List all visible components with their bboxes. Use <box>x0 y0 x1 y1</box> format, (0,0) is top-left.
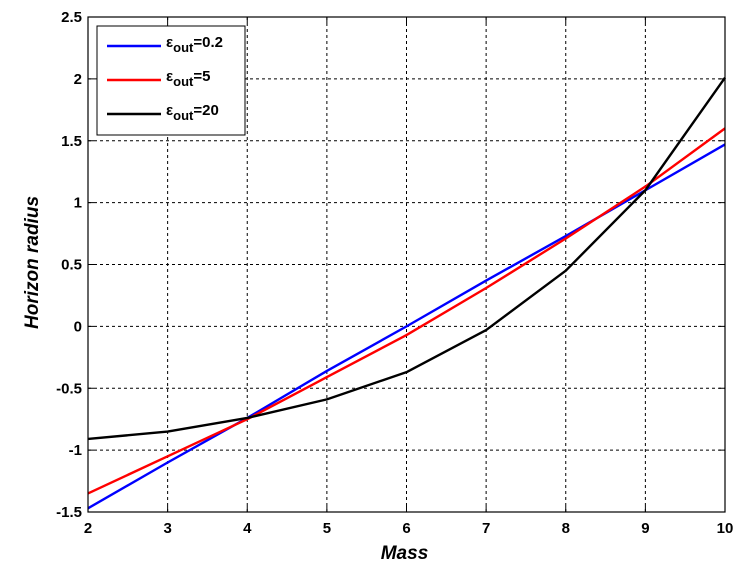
y-tick-label: -1.5 <box>56 504 82 521</box>
x-tick-label: 2 <box>84 520 92 537</box>
y-tick-label: 1.5 <box>61 133 82 150</box>
y-axis-label: Horizon radius <box>22 196 43 329</box>
y-tick-label: -0.5 <box>56 380 82 397</box>
x-axis-label: Mass <box>381 543 429 564</box>
y-tick-label: 2.5 <box>61 9 82 26</box>
y-tick-label: 0.5 <box>61 257 82 274</box>
x-tick-label: 8 <box>562 520 570 537</box>
x-tick-label: 9 <box>641 520 649 537</box>
x-tick-label: 5 <box>323 520 331 537</box>
x-tick-label: 4 <box>243 520 252 537</box>
x-tick-label: 10 <box>717 520 734 537</box>
x-tick-label: 7 <box>482 520 490 537</box>
y-tick-label: 0 <box>74 318 82 335</box>
x-tick-label: 3 <box>163 520 171 537</box>
y-tick-label: -1 <box>69 442 82 459</box>
y-tick-label: 2 <box>74 71 82 88</box>
y-tick-label: 1 <box>74 195 82 212</box>
x-tick-label: 6 <box>402 520 410 537</box>
